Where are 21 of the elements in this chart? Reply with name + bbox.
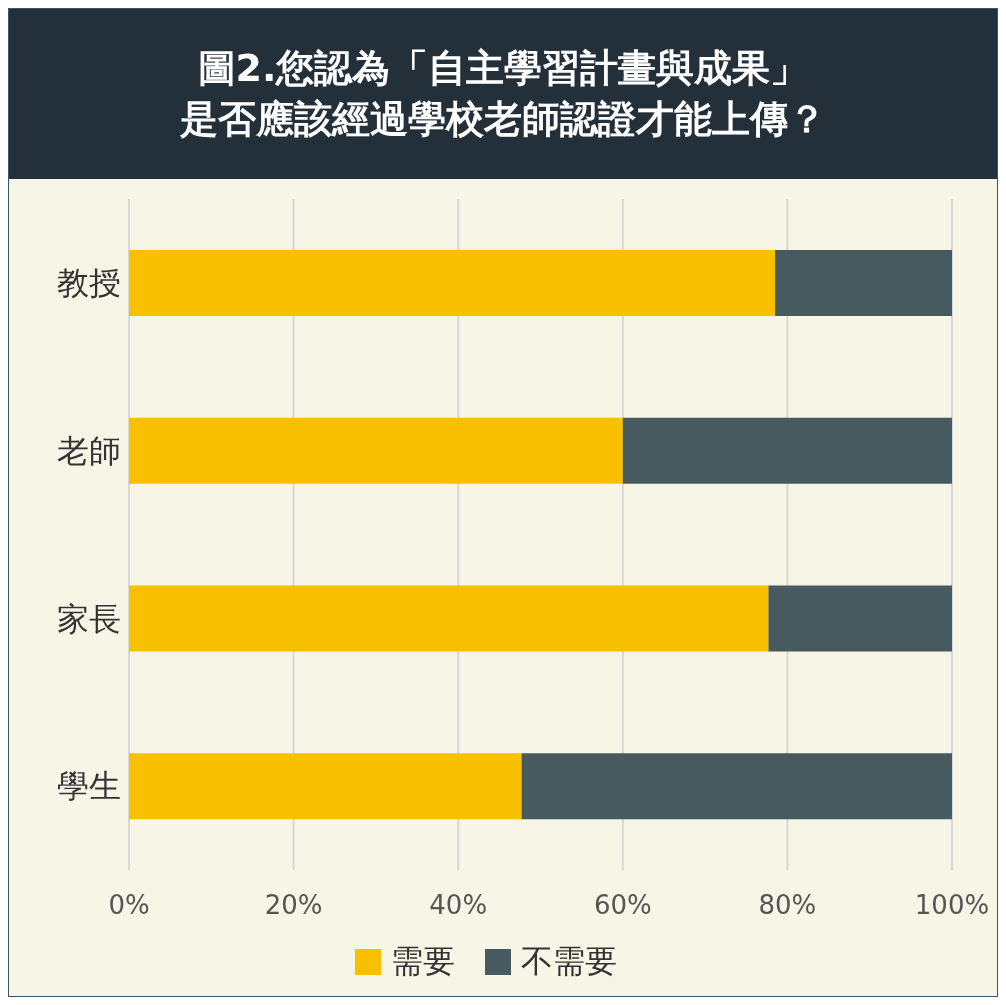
x-tick-label: 40% — [429, 890, 488, 921]
y-tick-label: 家長 — [57, 599, 121, 638]
bar — [775, 250, 952, 316]
y-tick-label: 學生 — [57, 767, 121, 806]
x-tick-label: 100% — [914, 890, 990, 921]
bar — [129, 250, 776, 316]
x-tick-label: 80% — [758, 890, 817, 921]
bar — [768, 585, 952, 652]
bar — [521, 753, 952, 820]
bar — [129, 753, 522, 820]
bar — [129, 585, 769, 652]
y-tick-label: 教授 — [57, 264, 121, 303]
bar — [129, 417, 623, 484]
x-tick-label: 20% — [264, 890, 323, 921]
chart-title: 圖2.您認為「自主學習計畫與成果」是否應該經過學校老師認證才能上傳？ — [179, 44, 827, 143]
x-tick-label: 0% — [108, 890, 150, 921]
y-tick-label: 老師 — [57, 431, 121, 470]
x-tick-label: 60% — [593, 890, 652, 921]
legend-label: 需要 — [390, 941, 455, 982]
legend-label: 不需要 — [520, 941, 617, 982]
bar — [622, 417, 952, 484]
